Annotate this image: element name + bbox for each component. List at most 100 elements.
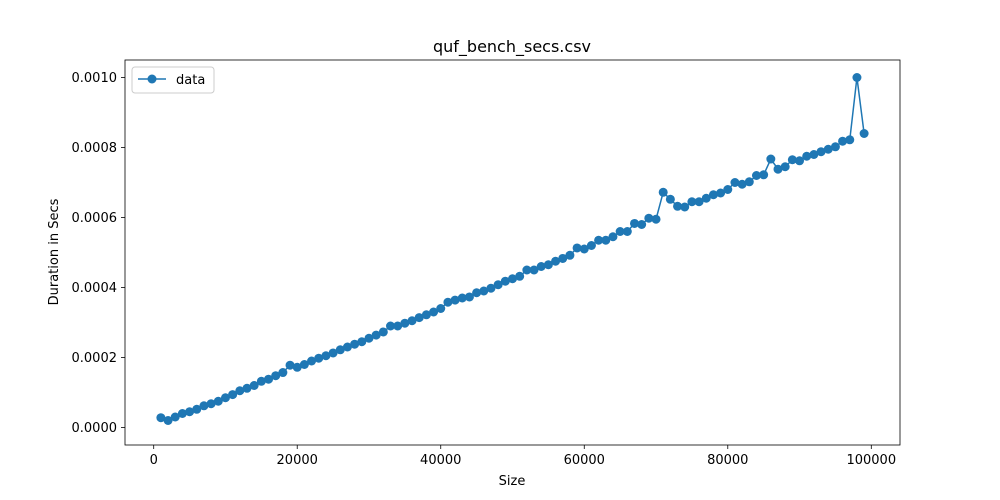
- x-axis-label: Size: [499, 474, 526, 489]
- data-point: [594, 235, 604, 245]
- data-point: [256, 376, 266, 386]
- data-point: [508, 274, 517, 284]
- data-point: [400, 318, 410, 328]
- x-tick-label: 100000: [846, 453, 896, 468]
- data-point: [307, 356, 317, 366]
- data-point: [787, 155, 797, 165]
- data-point: [443, 297, 453, 307]
- data-point: [830, 142, 840, 152]
- data-point: [342, 342, 352, 352]
- data-point: [816, 147, 826, 157]
- data-point: [845, 135, 855, 145]
- y-tick-label: 0.0010: [72, 71, 118, 86]
- data-point: [673, 201, 683, 211]
- data-point: [192, 404, 202, 414]
- data-point: [737, 179, 747, 189]
- data-point: [393, 321, 403, 331]
- y-axis: 0.0000 0.0002 0.0004 0.0006 0.0008 0.0010: [72, 71, 125, 436]
- data-point: [206, 399, 216, 409]
- x-tick-label: 80000: [707, 453, 748, 468]
- legend-marker-swatch: [147, 74, 157, 84]
- y-tick-label: 0.0002: [72, 351, 118, 366]
- data-point: [156, 413, 166, 423]
- data-point: [493, 280, 503, 290]
- data-point: [694, 197, 704, 207]
- x-tick-label: 0: [150, 453, 158, 468]
- data-point: [285, 360, 295, 370]
- data-point: [436, 304, 446, 313]
- data-point: [751, 171, 761, 180]
- data-point: [615, 227, 625, 236]
- data-point: [852, 73, 862, 82]
- data-point: [414, 313, 424, 323]
- data-point: [199, 401, 209, 411]
- data-point: [185, 407, 195, 417]
- data-point: [859, 129, 869, 138]
- data-point: [572, 243, 582, 253]
- data-point: [795, 156, 805, 166]
- data-point: [551, 256, 561, 266]
- data-point: [450, 295, 460, 305]
- plot-frame: [124, 59, 901, 446]
- data-point: [321, 351, 331, 361]
- data-point: [838, 136, 848, 146]
- data-point: [464, 292, 474, 302]
- data-point: [371, 330, 381, 340]
- data-point: [328, 348, 338, 358]
- data-point: [586, 241, 596, 250]
- data-point: [809, 150, 819, 159]
- data-point: [644, 213, 654, 223]
- y-tick-label: 0.0000: [72, 421, 118, 436]
- data-point: [665, 194, 675, 204]
- data-point: [500, 276, 510, 286]
- data-point: [299, 360, 309, 369]
- data-point: [744, 177, 754, 187]
- data-point: [608, 232, 618, 242]
- x-tick-label: 20000: [277, 453, 318, 468]
- data-point: [543, 260, 553, 270]
- data-point: [701, 193, 711, 203]
- data-point: [823, 144, 833, 154]
- legend: data: [131, 66, 215, 94]
- data-point: [350, 339, 360, 349]
- data-point: [228, 390, 238, 400]
- data-point: [421, 310, 431, 320]
- data-point: [271, 371, 281, 381]
- chart-title: quf_bench_secs.csv: [433, 37, 591, 57]
- data-point: [472, 288, 482, 298]
- data-point: [522, 265, 532, 275]
- x-tick-label: 60000: [564, 453, 605, 468]
- y-tick-label: 0.0006: [72, 211, 118, 226]
- data-point: [457, 293, 467, 303]
- data-point: [177, 409, 187, 418]
- data-point: [601, 235, 611, 245]
- data-point: [386, 321, 396, 331]
- data-point: [407, 316, 417, 326]
- data-point: [163, 416, 173, 425]
- x-axis: 0 20000 40000 60000 80000 100000: [150, 445, 896, 468]
- series-layer: [156, 73, 869, 425]
- plot-area: [125, 60, 900, 445]
- data-point: [479, 286, 489, 296]
- data-point: [680, 202, 690, 212]
- legend-entry-data: data: [176, 73, 205, 88]
- data-point: [314, 353, 324, 363]
- data-point: [429, 307, 439, 317]
- data-point: [708, 190, 718, 200]
- data-point: [723, 185, 733, 194]
- data-point: [579, 244, 589, 254]
- data-point: [378, 327, 388, 337]
- data-point: [651, 214, 661, 224]
- data-point: [515, 271, 525, 281]
- data-point: [335, 345, 345, 355]
- data-point: [235, 386, 245, 396]
- data-point: [766, 154, 776, 164]
- y-axis-label: Duration in Secs: [47, 198, 62, 305]
- data-point: [486, 283, 496, 293]
- data-point: [292, 362, 302, 372]
- data-point: [622, 227, 632, 236]
- data-point: [529, 265, 539, 275]
- legend-box: [131, 66, 215, 94]
- data-point: [773, 164, 783, 174]
